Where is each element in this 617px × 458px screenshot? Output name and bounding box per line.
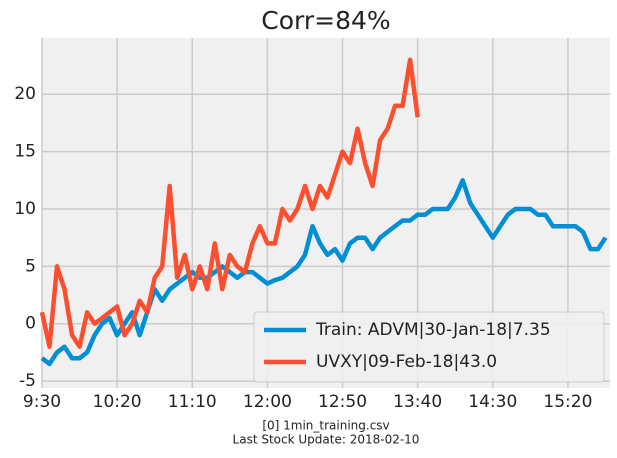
legend-label: Train: ADVM|30-Jan-18|7.35 bbox=[315, 320, 551, 340]
series-line bbox=[39, 57, 420, 349]
x-tick-label: 9:30 bbox=[23, 392, 61, 412]
x-label: Last Stock Update: 2018-02-10 bbox=[233, 433, 420, 447]
chart-title: Corr=84% bbox=[261, 6, 390, 35]
y-tick-label: -5 bbox=[19, 371, 36, 391]
x-tick-label: 15:20 bbox=[543, 392, 592, 412]
y-tick-label: 15 bbox=[14, 142, 36, 162]
legend-label: UVXY|09-Feb-18|43.0 bbox=[316, 352, 497, 372]
x-tick-label: 11:10 bbox=[168, 392, 217, 412]
y-tick-label: 20 bbox=[14, 84, 36, 104]
series-line bbox=[40, 178, 608, 367]
x-tick-label: 12:50 bbox=[318, 392, 367, 412]
x-tick-label: 13:40 bbox=[393, 392, 442, 412]
y-tick-label: 5 bbox=[25, 256, 36, 276]
x-tick-label: 12:00 bbox=[243, 392, 292, 412]
y-tick-label: 0 bbox=[25, 314, 36, 334]
x-tick-label: 10:20 bbox=[93, 392, 142, 412]
x-tick-label: 14:30 bbox=[468, 392, 517, 412]
y-tick-label: 10 bbox=[14, 199, 36, 219]
legend-box bbox=[253, 311, 605, 383]
x-label: [0] 1min_training.csv bbox=[262, 419, 389, 433]
